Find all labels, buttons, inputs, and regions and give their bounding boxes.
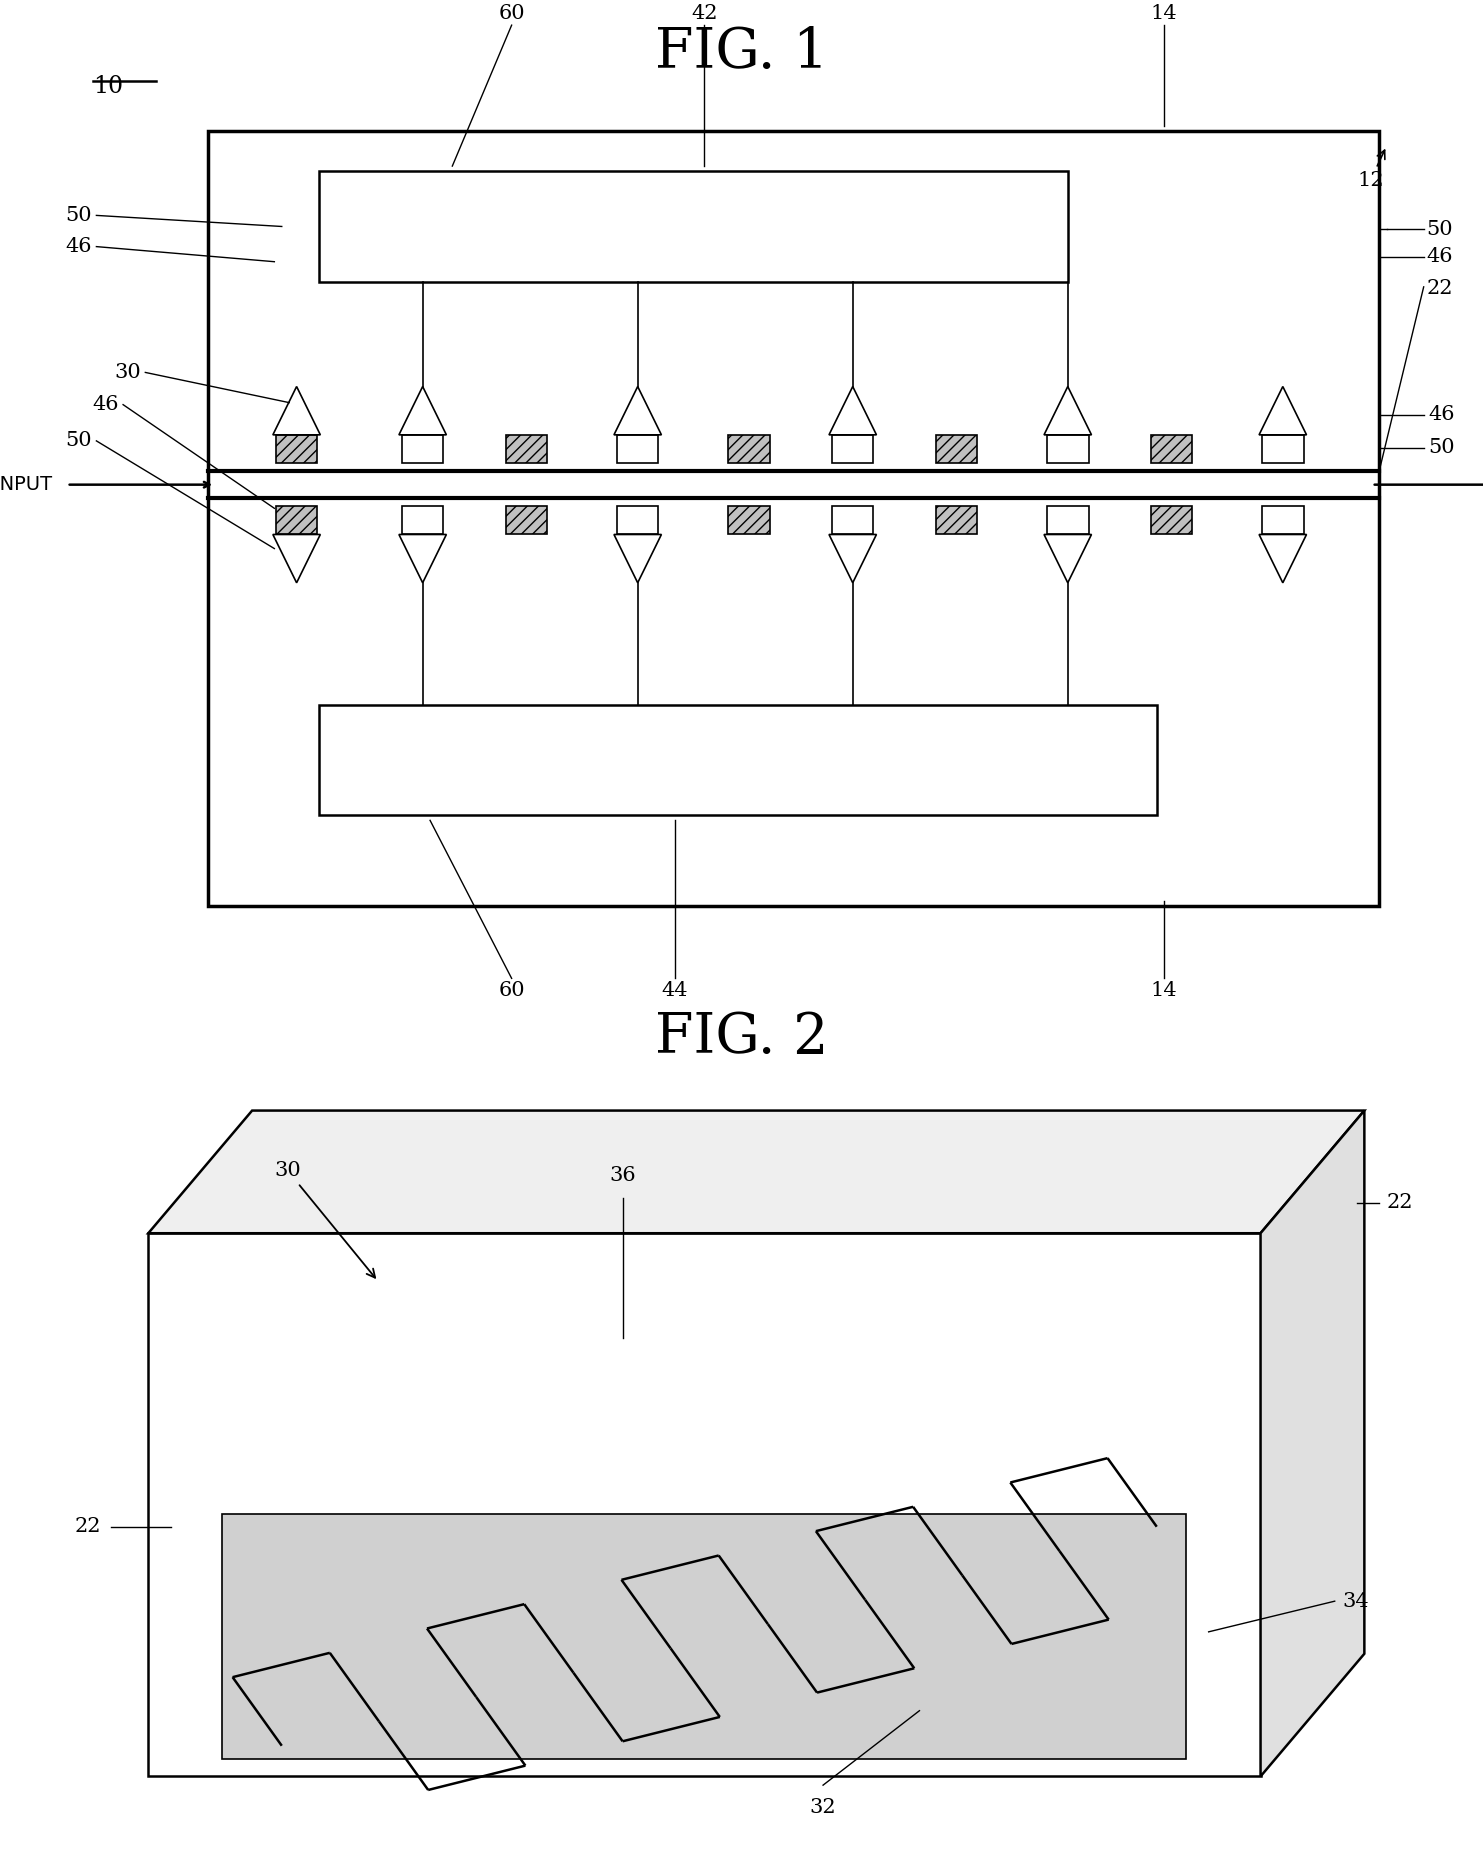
Polygon shape xyxy=(148,1234,1261,1776)
Bar xyxy=(832,434,873,462)
Text: 22: 22 xyxy=(1387,1193,1413,1212)
Text: 50: 50 xyxy=(65,205,92,226)
Bar xyxy=(617,507,658,535)
Bar xyxy=(402,507,443,535)
Text: 30: 30 xyxy=(274,1161,375,1277)
Bar xyxy=(832,507,873,535)
Text: 14: 14 xyxy=(1151,4,1178,22)
Bar xyxy=(319,171,1068,281)
Bar xyxy=(1047,434,1089,462)
Text: 44: 44 xyxy=(661,980,688,1001)
Polygon shape xyxy=(614,386,661,434)
Bar xyxy=(1151,434,1192,462)
Text: 34: 34 xyxy=(1342,1592,1369,1610)
Polygon shape xyxy=(829,386,876,434)
Bar xyxy=(276,507,317,535)
Polygon shape xyxy=(148,1111,1364,1234)
Text: 30: 30 xyxy=(114,363,141,382)
Bar xyxy=(936,434,977,462)
Text: 50: 50 xyxy=(65,431,92,451)
Text: 22: 22 xyxy=(1427,280,1453,298)
Text: 46: 46 xyxy=(65,237,92,255)
Polygon shape xyxy=(273,535,320,583)
Bar xyxy=(728,434,770,462)
Text: 10: 10 xyxy=(93,75,123,99)
Bar xyxy=(1262,507,1304,535)
Text: 36: 36 xyxy=(610,1167,636,1186)
Bar xyxy=(728,507,770,535)
Text: 60: 60 xyxy=(498,4,525,22)
Bar xyxy=(1047,507,1089,535)
Text: RF INPUT: RF INPUT xyxy=(0,475,52,494)
Polygon shape xyxy=(614,535,661,583)
Polygon shape xyxy=(222,1514,1186,1760)
Text: 22: 22 xyxy=(74,1517,101,1536)
Text: FIG. 1: FIG. 1 xyxy=(655,24,828,80)
Bar xyxy=(276,434,317,462)
Text: 46: 46 xyxy=(1427,248,1453,267)
Bar xyxy=(506,434,547,462)
Text: 46: 46 xyxy=(92,395,119,414)
Text: 46: 46 xyxy=(1428,404,1455,425)
Polygon shape xyxy=(1261,1111,1364,1776)
Polygon shape xyxy=(1044,386,1091,434)
Bar xyxy=(936,507,977,535)
Polygon shape xyxy=(829,535,876,583)
Polygon shape xyxy=(1259,535,1307,583)
Bar xyxy=(617,434,658,462)
Polygon shape xyxy=(1259,386,1307,434)
Text: 12: 12 xyxy=(1357,151,1385,190)
Text: 50: 50 xyxy=(1428,438,1455,457)
Text: 50: 50 xyxy=(1427,220,1453,239)
Bar xyxy=(319,705,1157,815)
Bar xyxy=(208,130,1379,906)
Bar xyxy=(1151,507,1192,535)
Bar xyxy=(1262,434,1304,462)
Text: FIG. 2: FIG. 2 xyxy=(655,1010,828,1064)
Polygon shape xyxy=(399,386,446,434)
Text: 60: 60 xyxy=(498,980,525,1001)
Polygon shape xyxy=(1044,535,1091,583)
Polygon shape xyxy=(273,386,320,434)
Bar xyxy=(506,507,547,535)
Polygon shape xyxy=(399,535,446,583)
Text: 14: 14 xyxy=(1151,980,1178,1001)
Text: 32: 32 xyxy=(810,1799,836,1817)
Bar xyxy=(402,434,443,462)
Text: 42: 42 xyxy=(691,4,718,22)
